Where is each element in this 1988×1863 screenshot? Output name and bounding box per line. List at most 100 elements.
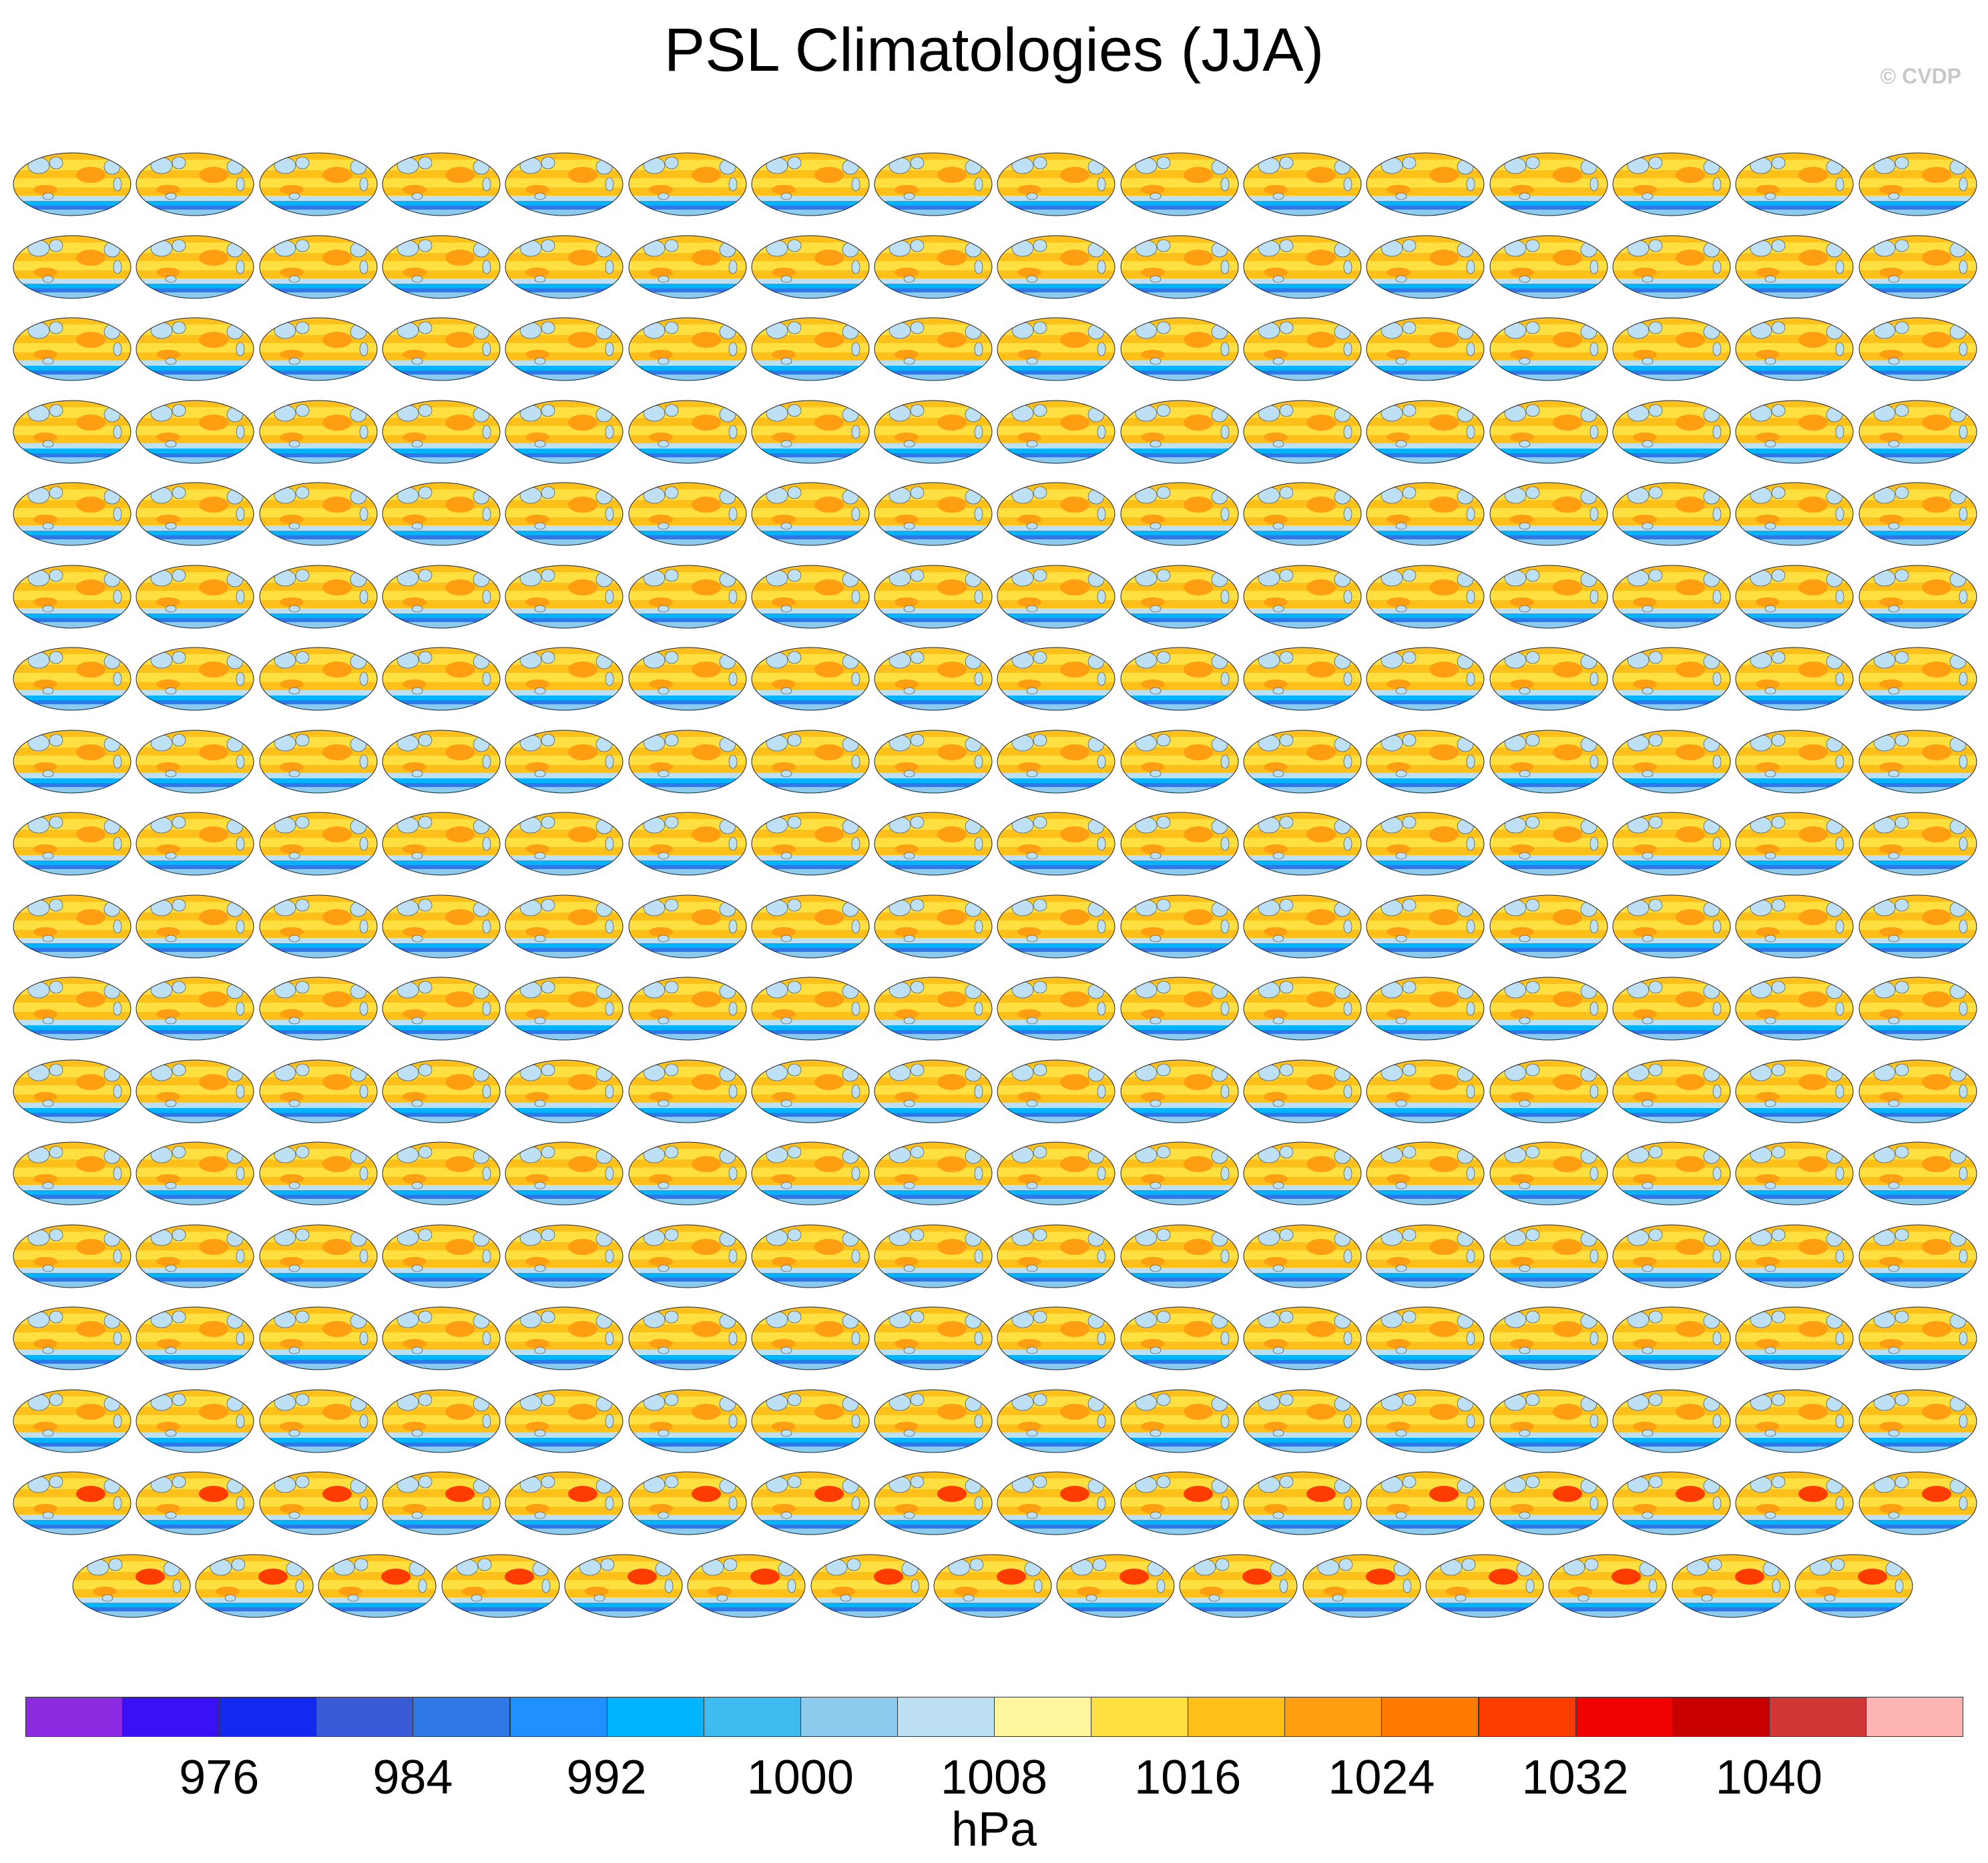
map-panel [1425,1542,1545,1619]
map-panel [873,800,993,877]
map-panel [686,1542,806,1619]
map-panel [1858,305,1978,382]
map-panel [71,1542,192,1619]
map-panel [996,553,1116,630]
map-panel [135,635,255,712]
map-panel [1120,388,1240,465]
map-panel [504,223,624,300]
map-panel [12,553,132,630]
map-panel [381,1212,501,1290]
map-panel [1120,718,1240,795]
map-panel [1611,388,1732,465]
map-panel [1242,635,1362,712]
map-panel [750,305,871,382]
map-panel [1489,470,1609,547]
map-panel [1178,1542,1298,1619]
map-panel [381,553,501,630]
colorbar-box [1575,1697,1673,1737]
map-panel [504,1459,624,1537]
map-panel [258,470,379,547]
map-panel [996,388,1116,465]
map-panel [628,140,748,218]
map-panel [381,223,501,300]
map-panel [258,800,379,877]
map-panel [12,1294,132,1372]
map-panel [1489,388,1609,465]
map-panel [135,553,255,630]
map-panel [750,553,871,630]
map-panel [504,1129,624,1207]
map-panel [1734,305,1854,382]
map-panel [1242,1377,1362,1454]
map-panel [628,1459,748,1537]
map-panel [1365,1294,1485,1372]
colorbar-tick-label: 1000 [746,1751,854,1804]
map-panel [873,1377,993,1454]
map-panel [1120,1129,1240,1207]
map-panel [628,965,748,1042]
map-panel [873,388,993,465]
map-panel [258,553,379,630]
map-panel [873,223,993,300]
map-panel [1489,305,1609,382]
map-panel [1242,1459,1362,1537]
map-panel [135,965,255,1042]
map-panel [258,718,379,795]
map-panel [1365,140,1485,218]
map-panel [194,1542,314,1619]
map-panel [1734,635,1854,712]
map-panel [1734,882,1854,960]
map-panel [1489,882,1609,960]
map-panel [1734,1047,1854,1125]
map-panel [381,1129,501,1207]
map-panel [12,1047,132,1125]
map-panel [135,223,255,300]
map-panel [135,305,255,382]
map-panel [873,1129,993,1207]
map-panel [996,800,1116,877]
map-panel [1734,140,1854,218]
map-panel [1365,223,1485,300]
map-panel [1858,1377,1978,1454]
map-panel [1365,1212,1485,1290]
map-panel [1120,635,1240,712]
map-panel [1794,1542,1914,1619]
map-panel [1611,1377,1732,1454]
map-panel [258,305,379,382]
map-panel [996,1212,1116,1290]
map-panel [1489,223,1609,300]
map-panel [12,1212,132,1290]
map-panel [258,223,379,300]
map-panel [1611,718,1732,795]
map-panel [750,1212,871,1290]
map-panel [1489,140,1609,218]
map-panel [1858,718,1978,795]
map-panel [258,1047,379,1125]
map-panel [258,1212,379,1290]
map-panel [12,140,132,218]
map-panel [12,223,132,300]
map-panel [628,223,748,300]
map-panel [12,1377,132,1454]
map-panel [1242,223,1362,300]
map-panel [996,470,1116,547]
map-panel [1489,965,1609,1042]
map-panel [135,140,255,218]
map-panel [873,140,993,218]
colorbar-box [509,1697,607,1737]
map-panel [1120,305,1240,382]
map-panel [750,140,871,218]
map-panel [628,1377,748,1454]
map-panel [1242,470,1362,547]
map-panel [1734,470,1854,547]
colorbar-box [1381,1697,1479,1737]
map-panel [750,1129,871,1207]
colorbar-box [122,1697,220,1737]
map-panel [1858,1212,1978,1290]
map-panel [873,1294,993,1372]
map-panel [1611,140,1732,218]
map-panel [1858,140,1978,218]
map-panel [1858,1047,1978,1125]
map-panel [1858,635,1978,712]
map-panel [1365,305,1485,382]
